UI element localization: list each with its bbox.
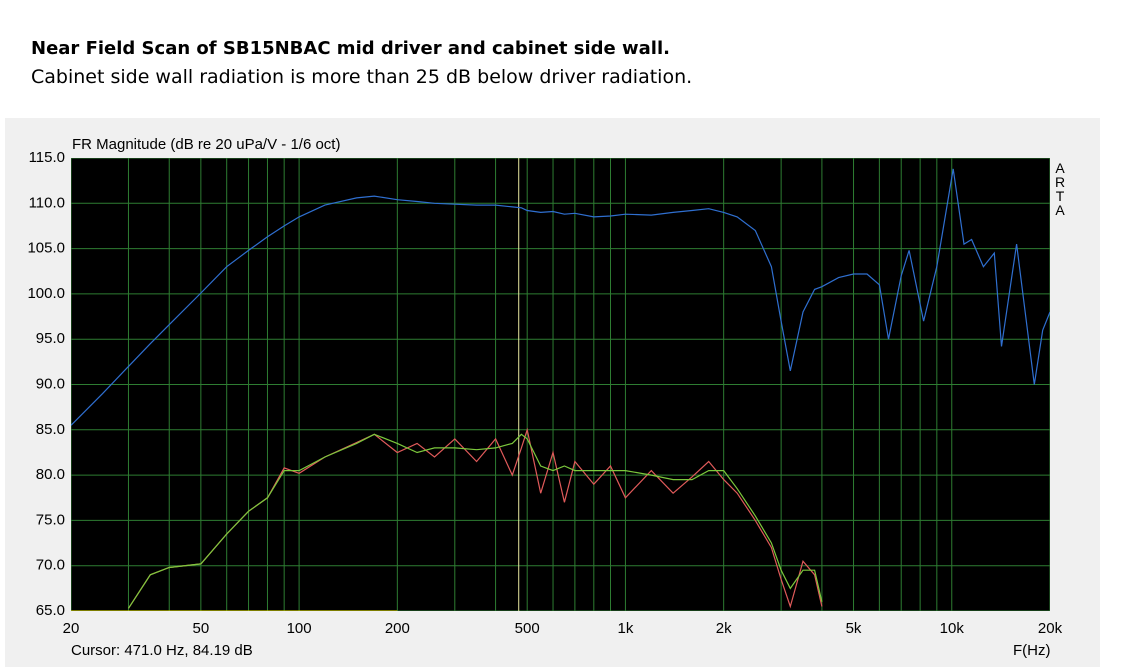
y-tick-label: 110.0 — [29, 194, 65, 211]
series-line — [127, 433, 823, 609]
y-tick-label: 85.0 — [36, 421, 65, 438]
y-tick-label: 100.0 — [27, 285, 65, 302]
y-tick-label: 75.0 — [36, 511, 65, 528]
watermark: ARTA — [1052, 160, 1068, 216]
x-tick-label: 20k — [1038, 620, 1063, 637]
x-tick-label: 10k — [940, 620, 965, 637]
x-tick-label: 200 — [385, 620, 410, 637]
series-line — [127, 427, 823, 609]
cursor-label: Cursor: 471.0 Hz, 84.19 dB — [71, 642, 253, 659]
series-line — [71, 168, 1050, 426]
y-tick-label: 80.0 — [36, 466, 65, 483]
x-tick-label: 5k — [846, 620, 862, 637]
y-tick-label: 95.0 — [36, 330, 65, 347]
y-tick-label: 105.0 — [27, 240, 65, 257]
x-tick-label: 50 — [193, 620, 210, 637]
x-tick-label: 1k — [618, 620, 634, 637]
x-axis-label: F(Hz) — [1013, 642, 1051, 659]
y-tick-label: 70.0 — [36, 557, 65, 574]
y-tick-label: 90.0 — [36, 375, 65, 392]
page-title: Near Field Scan of SB15NBAC mid driver a… — [31, 38, 670, 59]
y-tick-label: 115.0 — [29, 149, 65, 166]
x-tick-label: 2k — [716, 620, 732, 637]
x-tick-label: 20 — [63, 620, 80, 637]
x-tick-label: 100 — [287, 620, 312, 637]
x-tick-label: 500 — [515, 620, 540, 637]
y-axis-label: FR Magnitude (dB re 20 uPa/V - 1/6 oct) — [72, 136, 340, 153]
y-tick-label: 65.0 — [36, 602, 65, 619]
page-subtitle: Cabinet side wall radiation is more than… — [31, 66, 693, 88]
